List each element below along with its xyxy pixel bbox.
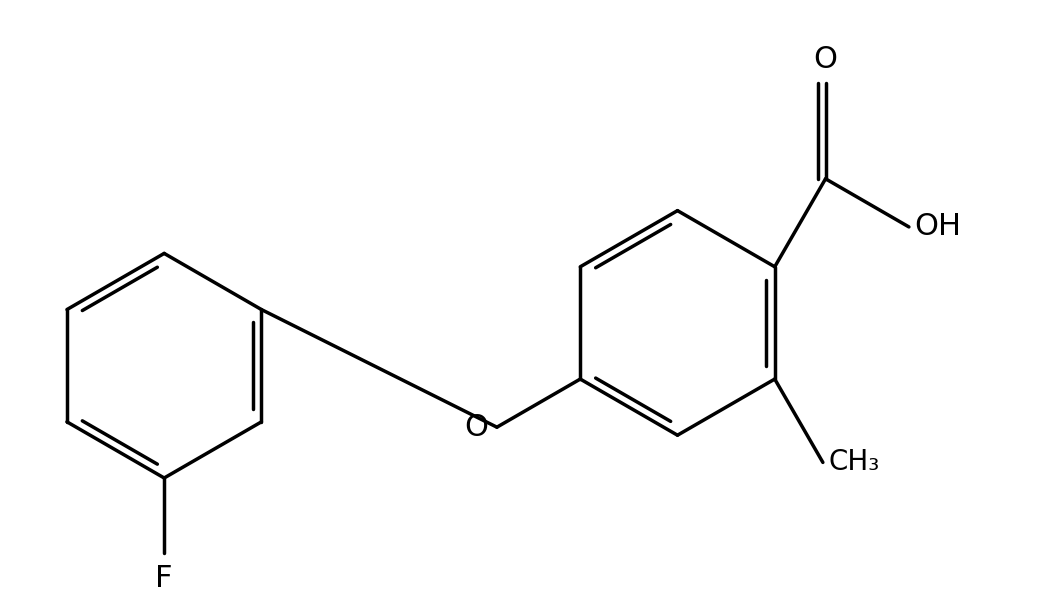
- Text: CH₃: CH₃: [828, 448, 880, 476]
- Text: O: O: [813, 45, 837, 74]
- Text: OH: OH: [914, 212, 961, 241]
- Text: F: F: [155, 564, 173, 593]
- Text: O: O: [464, 413, 489, 441]
